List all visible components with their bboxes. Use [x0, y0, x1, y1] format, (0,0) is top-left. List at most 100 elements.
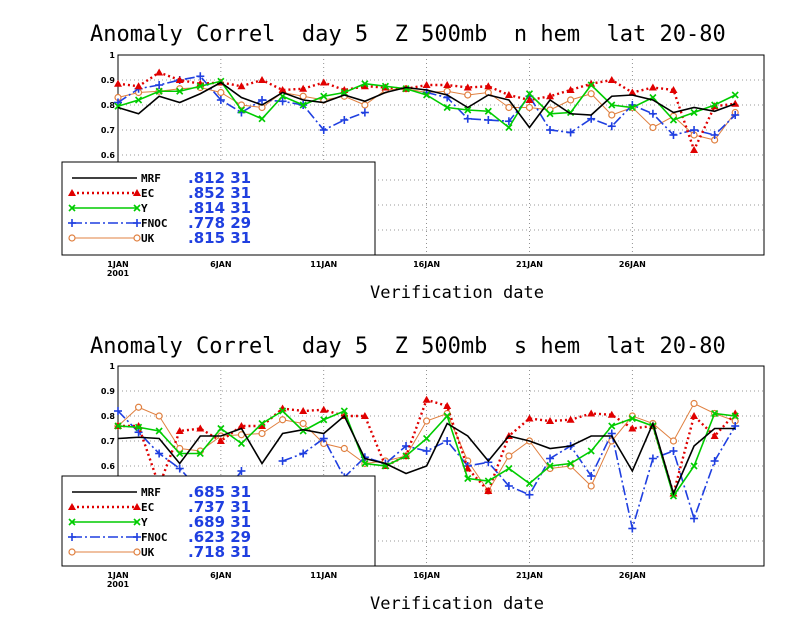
legend-box: [61, 475, 376, 567]
data-point: [237, 439, 246, 448]
data-point: [278, 97, 287, 106]
data-point: [566, 415, 575, 423]
legend-stat: .623 29: [188, 528, 251, 546]
series-y: [114, 77, 739, 132]
data-point: [669, 447, 678, 455]
data-point: [504, 117, 513, 126]
data-point: [731, 412, 739, 420]
data-point: [320, 416, 328, 424]
data-point: [155, 427, 163, 435]
data-point: [114, 79, 122, 87]
data-point: [628, 524, 637, 533]
legend-entry: FNOC .778 29: [68, 214, 251, 232]
data-point: [525, 490, 534, 499]
data-point: [381, 82, 390, 90]
data-point: [299, 84, 308, 92]
data-point: [649, 123, 657, 132]
data-point: [628, 414, 636, 423]
data-point: [587, 409, 596, 417]
legend-stat: .814 31: [188, 199, 251, 217]
y-tick-label: 0.6: [101, 462, 116, 471]
data-point: [546, 92, 555, 100]
series-y: [114, 407, 739, 500]
legend-entry: EC .852 31: [68, 184, 251, 202]
y-tick-label: 1: [109, 51, 115, 60]
data-point: [299, 449, 308, 458]
y-tick-label: 0.8: [101, 412, 116, 421]
legend-label: Y: [141, 516, 148, 529]
data-point: [319, 126, 328, 134]
legend-label: MRF: [141, 172, 161, 185]
data-point: [464, 106, 472, 114]
data-point: [628, 424, 637, 432]
data-point: [319, 434, 328, 443]
data-point: [278, 86, 287, 93]
data-point: [648, 454, 657, 463]
x-tick-label: 6JAN: [210, 571, 231, 580]
legend-marker: [68, 204, 76, 212]
legend-entry: UK .815 31: [68, 229, 251, 247]
data-point: [443, 412, 451, 420]
data-point: [176, 87, 184, 95]
legend-stat: .718 31: [188, 543, 251, 561]
data-point: [196, 82, 204, 90]
data-point: [422, 395, 431, 403]
data-point: [423, 91, 431, 99]
series-line: [117, 414, 736, 496]
data-point: [710, 131, 719, 139]
data-point: [155, 449, 164, 458]
legend-marker: [133, 503, 141, 510]
x-axis-ticks: 1JAN 6JAN 11JAN 16JAN 21JAN 26JAN 2001: [107, 571, 646, 589]
data-point: [216, 96, 225, 104]
data-point: [484, 477, 492, 485]
data-point: [319, 78, 328, 86]
legend-label: UK: [141, 232, 155, 245]
data-point: [546, 126, 555, 134]
data-point: [567, 96, 575, 104]
legend-entry: UK .718 31: [68, 543, 251, 561]
legend-stat: .815 31: [188, 229, 251, 247]
data-point: [175, 76, 184, 83]
x-tick-year: 2001: [107, 269, 130, 278]
legend-label: UK: [141, 546, 155, 559]
data-point: [669, 131, 678, 139]
data-point: [176, 444, 184, 453]
data-point: [299, 101, 307, 109]
legend-marker: [133, 189, 141, 196]
data-point: [607, 122, 616, 131]
data-point: [278, 457, 287, 465]
data-point: [464, 91, 472, 99]
legend-entry: Y .814 31: [68, 199, 251, 217]
data-point: [443, 103, 451, 112]
data-point: [217, 424, 225, 433]
data-point: [258, 422, 267, 429]
legend-entry: FNOC .623 29: [68, 528, 251, 546]
data-point: [114, 422, 122, 430]
data-point: [710, 457, 719, 465]
data-point: [566, 86, 575, 93]
data-point: [484, 116, 493, 124]
data-point: [587, 90, 595, 98]
x-tick-label: 1JAN: [107, 260, 128, 269]
data-point: [319, 405, 328, 413]
legend-stat: .852 31: [188, 184, 251, 202]
data-point: [710, 432, 719, 439]
data-point: [463, 114, 472, 123]
legend-marker: [133, 518, 141, 526]
data-point: [484, 107, 492, 115]
y-tick-label: 0.7: [101, 126, 115, 135]
data-point: [690, 126, 699, 134]
data-point: [690, 412, 699, 419]
y-tick-label: 0.7: [101, 437, 115, 446]
data-point: [711, 101, 719, 109]
x-tick-label: 21JAN: [516, 260, 543, 269]
data-point: [155, 81, 164, 89]
x-tick-label: 11JAN: [310, 571, 337, 580]
data-point: [608, 111, 616, 119]
data-point: [340, 88, 348, 97]
data-point: [135, 423, 143, 431]
data-point: [484, 82, 493, 90]
legend-entry: Y .689 31: [68, 513, 251, 531]
legend-label: EC: [141, 501, 154, 514]
data-point: [134, 403, 143, 411]
